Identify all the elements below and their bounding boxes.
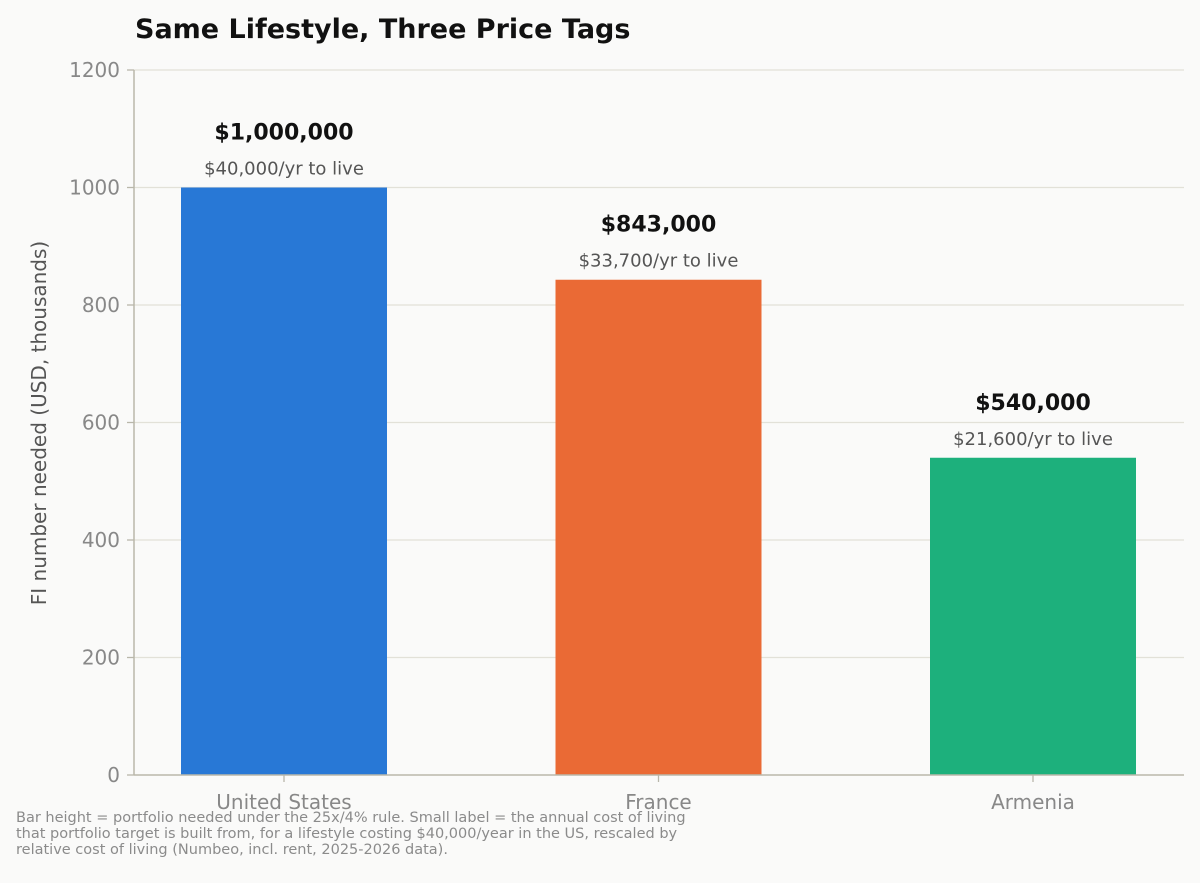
y-tick-label: 600	[82, 411, 120, 435]
x-tick-label: United States	[216, 790, 351, 814]
y-tick-label: 200	[82, 646, 120, 670]
x-tick-label: Armenia	[991, 790, 1075, 814]
y-tick-label: 800	[82, 293, 120, 317]
y-tick-label: 400	[82, 528, 120, 552]
footnote-line: Bar height = portfolio needed under the …	[16, 810, 686, 826]
bar-value-label: $540,000	[975, 391, 1091, 416]
y-tick-label: 0	[107, 763, 120, 787]
bar-value-label: $1,000,000	[214, 121, 353, 146]
bar	[930, 457, 1136, 775]
bar-sub-label: $21,600/yr to live	[953, 429, 1113, 450]
y-tick-label: 1000	[69, 176, 120, 200]
y-axis-label: FI number needed (USD, thousands)	[27, 241, 51, 605]
bar-value-label: $843,000	[601, 213, 717, 238]
axes: 0 200 400 600 800 1000 1200 United States France…	[69, 58, 1184, 814]
bars	[181, 187, 1136, 775]
y-tick-label: 1200	[69, 58, 120, 82]
footnote: Bar height = portfolio needed under the …	[16, 810, 816, 858]
footnote-line: relative cost of living (Numbeo, incl. r…	[16, 842, 448, 858]
bar-sub-label: $40,000/yr to live	[204, 159, 364, 180]
footnote-line: that portfolio target is built from, for…	[16, 826, 678, 842]
bar	[181, 187, 387, 775]
chart-title: Same Lifestyle, Three Price Tags	[135, 14, 630, 45]
bar	[555, 279, 762, 775]
bar-labels: $1,000,000 $40,000/yr to live $843,000 $33,…	[204, 121, 1113, 450]
x-tick-label: France	[625, 790, 692, 814]
bar-sub-label: $33,700/yr to live	[579, 251, 739, 272]
